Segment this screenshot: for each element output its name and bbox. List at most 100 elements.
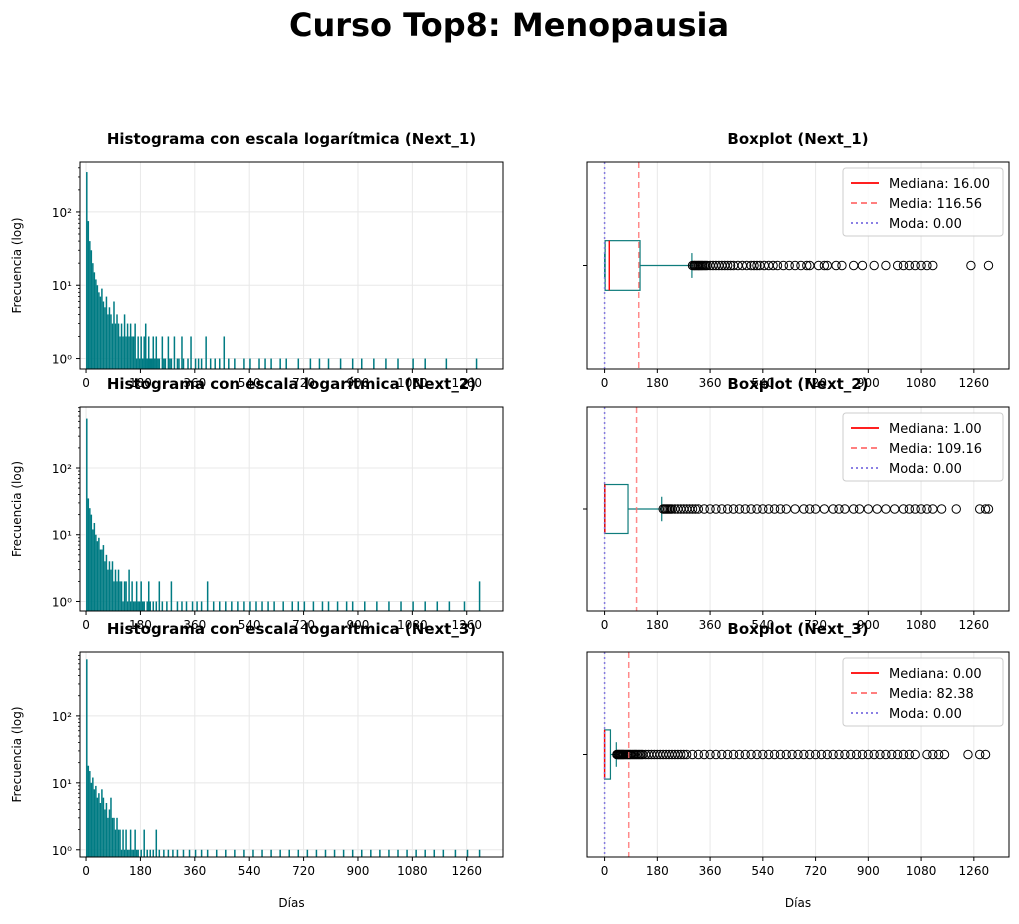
histogram-bar: [161, 601, 164, 611]
histogram-bar: [138, 601, 141, 611]
x-tick-label: 360: [183, 864, 206, 878]
histogram-bar: [264, 358, 266, 369]
outlier-point: [890, 504, 900, 514]
histogram-bar: [90, 782, 93, 857]
histogram-bar: [126, 601, 129, 611]
histogram-bar: [105, 296, 108, 369]
outlier-point: [790, 504, 800, 514]
outlier-point: [734, 749, 745, 760]
outlier-point: [916, 260, 926, 271]
outlier-point: [904, 260, 915, 271]
histogram-bar: [191, 601, 194, 611]
histogram-bar: [122, 336, 124, 369]
histogram-bar: [306, 849, 309, 857]
histogram-bar: [90, 514, 93, 611]
outlier-point: [831, 260, 841, 271]
histogram-bar: [125, 581, 127, 611]
histogram-bar: [123, 849, 126, 857]
outlier-point: [939, 749, 950, 760]
histogram-bar: [209, 358, 212, 369]
histogram-bar: [102, 545, 105, 611]
outlier-point: [699, 504, 709, 514]
outlier-point: [916, 504, 926, 514]
histogram-bar: [110, 314, 112, 369]
histogram-bar: [155, 336, 158, 369]
x-tick-label: 0: [601, 864, 609, 878]
histogram-bar: [273, 601, 275, 611]
histogram-bar: [152, 601, 155, 611]
histogram-bar: [406, 849, 408, 857]
x-tick-label: 540: [238, 376, 261, 390]
histogram-bar: [225, 601, 227, 611]
histogram-bar: [114, 829, 117, 857]
y-axis-label: Frecuencia (log): [10, 461, 24, 557]
histogram-bar: [86, 172, 88, 369]
histogram-bar: [132, 849, 135, 857]
boxplot-panel-2: Boxplot (Next_2) 0 180 360 540 720 900 1080 1260…: [583, 375, 1010, 632]
histogram-bar: [135, 358, 138, 369]
x-axis-label: Días: [785, 896, 811, 910]
histogram-bar: [433, 849, 436, 857]
outlier-point: [910, 260, 920, 271]
outlier-point: [775, 504, 786, 514]
legend-label: Media: 109.16: [889, 442, 982, 457]
outlier-point: [869, 260, 879, 271]
histogram-bar: [146, 358, 148, 369]
histogram-bar: [114, 569, 117, 611]
histogram-bar: [92, 529, 94, 611]
outlier-point: [848, 260, 859, 271]
histogram-bar: [104, 307, 106, 369]
outlier-point: [922, 504, 932, 514]
histogram-bar: [166, 601, 168, 611]
histogram-bar: [155, 829, 158, 857]
histogram-bar: [140, 849, 142, 857]
histogram-bar: [137, 336, 139, 369]
histogram-bar: [194, 358, 197, 369]
outlier-point: [778, 260, 789, 271]
histogram-bar: [424, 358, 426, 369]
histogram-bar: [176, 601, 179, 611]
histogram-bar: [96, 797, 99, 857]
histogram-bar: [234, 358, 236, 369]
x-tick-label: 900: [347, 864, 370, 878]
y-tick-label: 10¹: [52, 279, 72, 293]
histogram-bar: [132, 601, 135, 611]
histogram-bar: [125, 336, 127, 369]
histogram-bar: [86, 659, 88, 857]
histogram-bar: [143, 336, 145, 369]
histogram-bar: [167, 336, 170, 369]
outlier-point: [928, 749, 938, 760]
x-tick-label: 180: [646, 618, 669, 632]
x-tick-label: 0: [601, 618, 609, 632]
histogram-bar: [463, 601, 466, 611]
histogram-bar: [98, 537, 100, 611]
iqr-box: [603, 483, 629, 535]
x-tick-label: 360: [183, 618, 206, 632]
outlier-point: [793, 749, 803, 760]
histogram-bar: [223, 336, 226, 369]
outlier-point: [722, 504, 733, 514]
histogram-bar: [333, 849, 336, 857]
histogram-bar: [116, 581, 118, 611]
histogram-bar: [129, 829, 132, 857]
legend-frame: [842, 657, 1004, 727]
histogram-bar: [351, 358, 354, 369]
x-tick-label: 1260: [451, 618, 482, 632]
histogram-bar: [107, 817, 109, 857]
histogram-bar: [143, 601, 145, 611]
x-tick-label: 1080: [906, 864, 937, 878]
outlier-point: [966, 260, 976, 271]
histogram-bar: [397, 358, 399, 369]
histogram-bar: [161, 336, 164, 369]
x-tick-label: 0: [82, 376, 90, 390]
histogram-bar: [339, 358, 342, 369]
histogram-bar: [149, 849, 152, 857]
histogram-bar: [291, 601, 294, 611]
histogram-bar: [206, 849, 209, 857]
histogram-bar: [196, 601, 198, 611]
histogram-bar: [261, 849, 263, 857]
x-tick-label: 0: [82, 864, 90, 878]
outlier-point: [936, 504, 947, 514]
legend: Mediana: 16.00 Media: 116.56 Moda: 0.00: [842, 167, 1004, 237]
